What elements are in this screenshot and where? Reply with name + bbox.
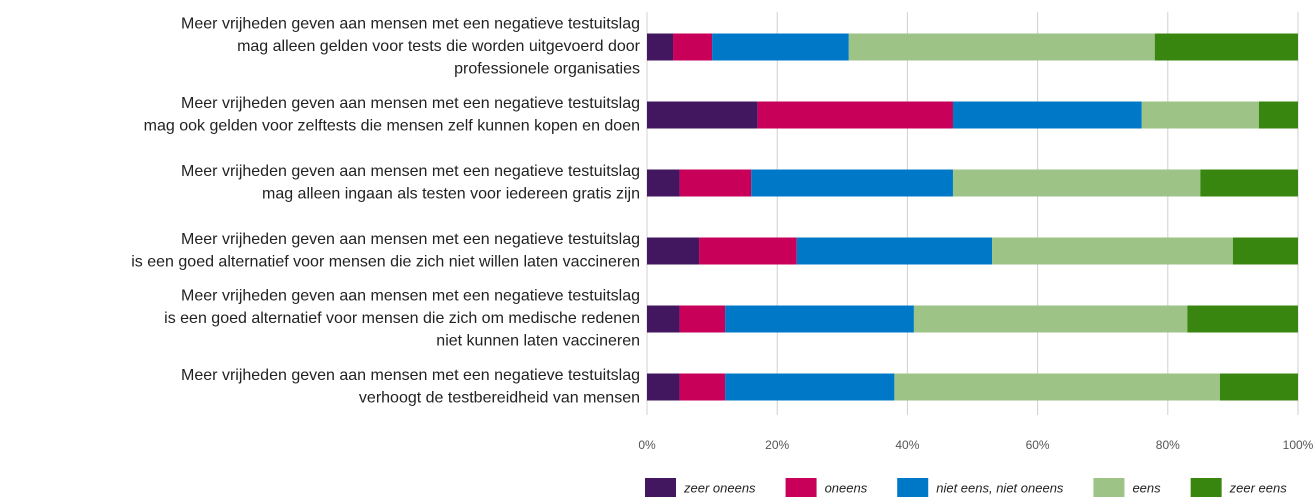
bar-segment — [1141, 101, 1259, 129]
bar-segment — [992, 237, 1233, 265]
category-label: Meer vrijheden geven aan mensen met een … — [181, 288, 640, 305]
category-label: mag ook gelden voor zelftests die mensen… — [144, 117, 640, 134]
bar-segment — [751, 169, 953, 197]
bar-segment — [725, 305, 914, 333]
category-label: niet kunnen laten vaccineren — [436, 333, 640, 350]
bar-segment — [647, 237, 700, 265]
category-label: verhoogt de testbereidheid van mensen — [359, 389, 640, 406]
category-label: Meer vrijheden geven aan mensen met een … — [181, 231, 640, 248]
category-label: Meer vrijheden geven aan mensen met een … — [181, 16, 640, 33]
category-label: Meer vrijheden geven aan mensen met een … — [181, 163, 640, 180]
legend-swatch — [645, 478, 676, 497]
bar-segment — [679, 169, 752, 197]
bar-segment — [1232, 237, 1298, 265]
bar-segment — [1187, 305, 1298, 333]
legend-swatch — [1093, 478, 1125, 497]
legend-swatch — [1190, 478, 1222, 497]
bar-segment — [1219, 373, 1298, 401]
legend-swatch — [785, 478, 817, 497]
bar-segment — [894, 373, 1220, 401]
bar-segment — [699, 237, 797, 265]
category-label: is een goed alternatief voor mensen die … — [164, 310, 640, 327]
bar-segment — [757, 101, 953, 129]
bar-segment — [913, 305, 1188, 333]
category-label: mag alleen ingaan als testen voor iedere… — [262, 185, 640, 202]
bar-segment — [952, 169, 1201, 197]
legend-label: zeer oneens — [683, 480, 756, 495]
legend-label: eens — [1132, 480, 1161, 495]
x-tick-label: 0% — [638, 438, 656, 452]
x-tick-label: 60% — [1026, 438, 1050, 452]
category-label: mag alleen gelden voor tests die worden … — [237, 38, 641, 55]
bar-segment — [647, 33, 674, 61]
bar-segment — [848, 33, 1155, 61]
legend-label: zeer eens — [1229, 480, 1288, 495]
category-label: Meer vrijheden geven aan mensen met een … — [181, 95, 640, 112]
bar-segment — [647, 373, 680, 401]
legend-label: niet eens, niet oneens — [936, 480, 1064, 495]
bar-segment — [673, 33, 713, 61]
bar-segment — [952, 101, 1142, 129]
bar-segment — [647, 169, 680, 197]
bar-segment — [647, 101, 758, 129]
bar-segment — [712, 33, 849, 61]
category-label: is een goed alternatief voor mensen die … — [131, 253, 640, 270]
bar-segment — [796, 237, 993, 265]
legend-label: oneens — [825, 480, 868, 495]
x-tick-label: 100% — [1283, 438, 1314, 452]
x-tick-label: 80% — [1156, 438, 1180, 452]
bar-segment — [647, 305, 680, 333]
bar-segment — [679, 305, 726, 333]
bar-segment — [1154, 33, 1298, 61]
bar-segment — [1200, 169, 1298, 197]
category-label: professionele organisaties — [454, 61, 640, 78]
bar-segment — [725, 373, 895, 401]
bar-segment — [1258, 101, 1298, 129]
category-label: Meer vrijheden geven aan mensen met een … — [181, 367, 640, 384]
legend-swatch — [897, 478, 929, 497]
x-tick-label: 20% — [765, 438, 789, 452]
x-tick-label: 40% — [895, 438, 919, 452]
bar-segment — [679, 373, 726, 401]
